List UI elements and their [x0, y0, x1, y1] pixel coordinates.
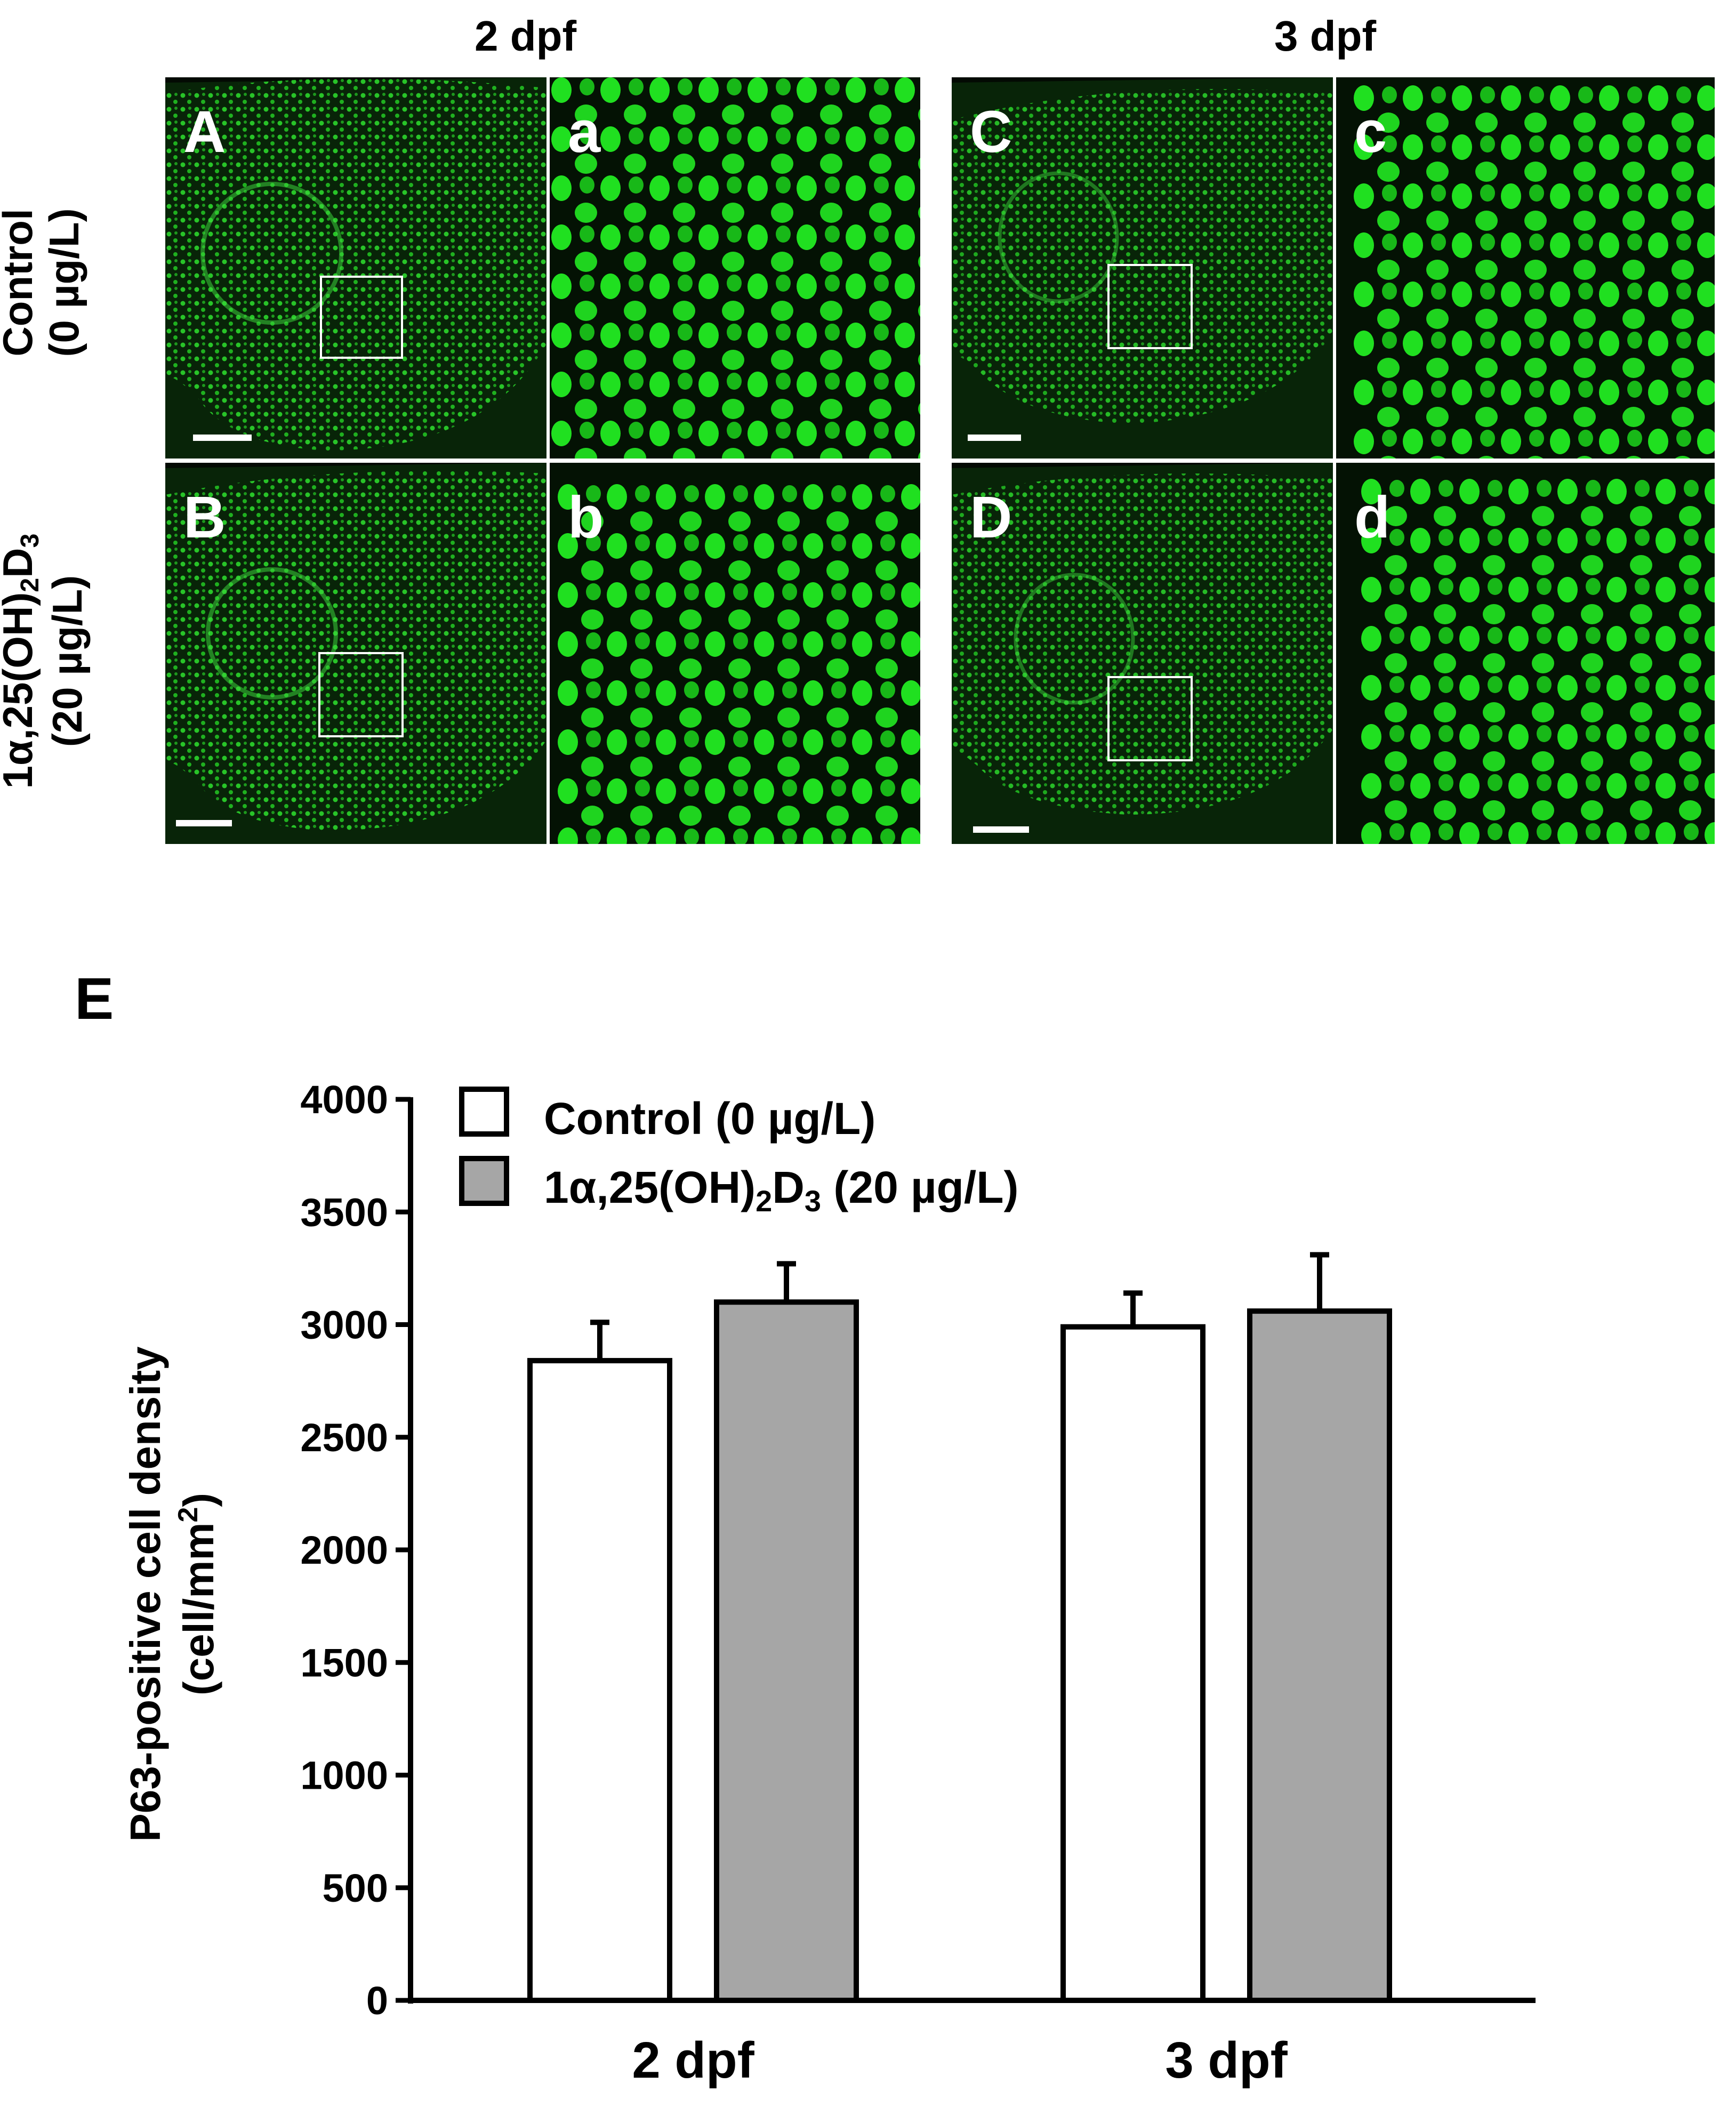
embryo-micrograph: [165, 77, 546, 459]
zoom-micrograph: [1336, 463, 1715, 844]
panel-letter-d: d: [1354, 485, 1391, 550]
panel-d-zoom: d: [1336, 463, 1715, 844]
embryo-micrograph: [952, 463, 1333, 844]
bar: [714, 1299, 859, 2003]
bar-chart: P63-positive cell density (cell/mm2) 0 50…: [122, 1077, 1536, 2089]
y-tick-label: 4000: [300, 1077, 388, 1122]
panel-a-zoom: a: [550, 77, 920, 459]
bar: [527, 1358, 672, 2003]
row-label-control-line1: Control: [0, 208, 41, 357]
scale-bar: [968, 435, 1021, 441]
legend-swatch: [459, 1156, 509, 1206]
legend-label-treatment: 1α,25(OH)2D3 (20 µg/L): [544, 1162, 1018, 1218]
panel-letter-a: a: [568, 99, 601, 165]
y-axis-label-line1: P63-positive cell density: [122, 1346, 169, 1842]
scale-bar: [193, 435, 252, 441]
x-category-label: 2 dpf: [632, 2032, 754, 2089]
legend-label-control: Control (0 µg/L): [544, 1093, 875, 1144]
zoom-micrograph: [550, 463, 920, 844]
y-tick-label: 500: [323, 1866, 388, 1910]
panel-B-embryo: B: [165, 463, 546, 844]
row-label-control-line2: (0 µg/L): [41, 208, 88, 357]
row-label-control: Control (0 µg/L): [0, 181, 91, 384]
panel-letter-C: C: [970, 99, 1012, 165]
panel-C-embryo: C: [952, 77, 1333, 459]
y-tick-label: 1500: [300, 1640, 388, 1685]
column-title-3dpf: 3 dpf: [1274, 12, 1377, 60]
panel-letter-B: B: [183, 485, 226, 550]
row-label-treatment-line1: 1α,25(OH)2D3: [0, 533, 45, 789]
roi-box: [318, 652, 404, 737]
panel-letter-b: b: [568, 485, 604, 550]
scale-bar: [176, 820, 232, 826]
panel-letter-D: D: [970, 485, 1012, 550]
bar: [1060, 1324, 1205, 2003]
y-tick-label: 0: [366, 1979, 388, 2023]
column-title-2dpf: 2 dpf: [475, 12, 577, 60]
y-tick-label: 1000: [300, 1754, 388, 1798]
y-tick-label: 2500: [300, 1416, 388, 1460]
panel-letter-A: A: [183, 99, 226, 165]
zoom-micrograph: [550, 77, 920, 459]
x-category-label: 3 dpf: [1165, 2032, 1288, 2089]
legend-swatch: [459, 1087, 509, 1137]
y-axis-label-line2: (cell/mm2): [173, 1493, 222, 1695]
y-axis-label: P63-positive cell density (cell/mm2): [122, 1346, 222, 1842]
roi-box: [1107, 264, 1193, 349]
panel-c-zoom: c: [1336, 77, 1715, 459]
roi-box: [320, 276, 403, 359]
scale-bar: [973, 826, 1029, 833]
panel-b-zoom: b: [550, 463, 920, 844]
zoom-micrograph: [1336, 77, 1715, 459]
panel-D-embryo: D: [952, 463, 1333, 844]
roi-box: [1107, 676, 1193, 761]
row-label-treatment-line2: (20 µg/L): [44, 575, 91, 747]
panel-letter-E: E: [75, 966, 114, 1032]
panel-A-embryo: A: [165, 77, 546, 459]
bar: [1247, 1308, 1392, 2003]
y-tick-label: 2000: [300, 1528, 388, 1572]
row-label-treatment: 1α,25(OH)2D3 (20 µg/L): [0, 512, 91, 810]
panel-letter-c: c: [1354, 99, 1387, 165]
y-tick-label: 3500: [300, 1190, 388, 1234]
embryo-micrograph: [952, 77, 1333, 459]
y-tick-label: 3000: [300, 1303, 388, 1347]
